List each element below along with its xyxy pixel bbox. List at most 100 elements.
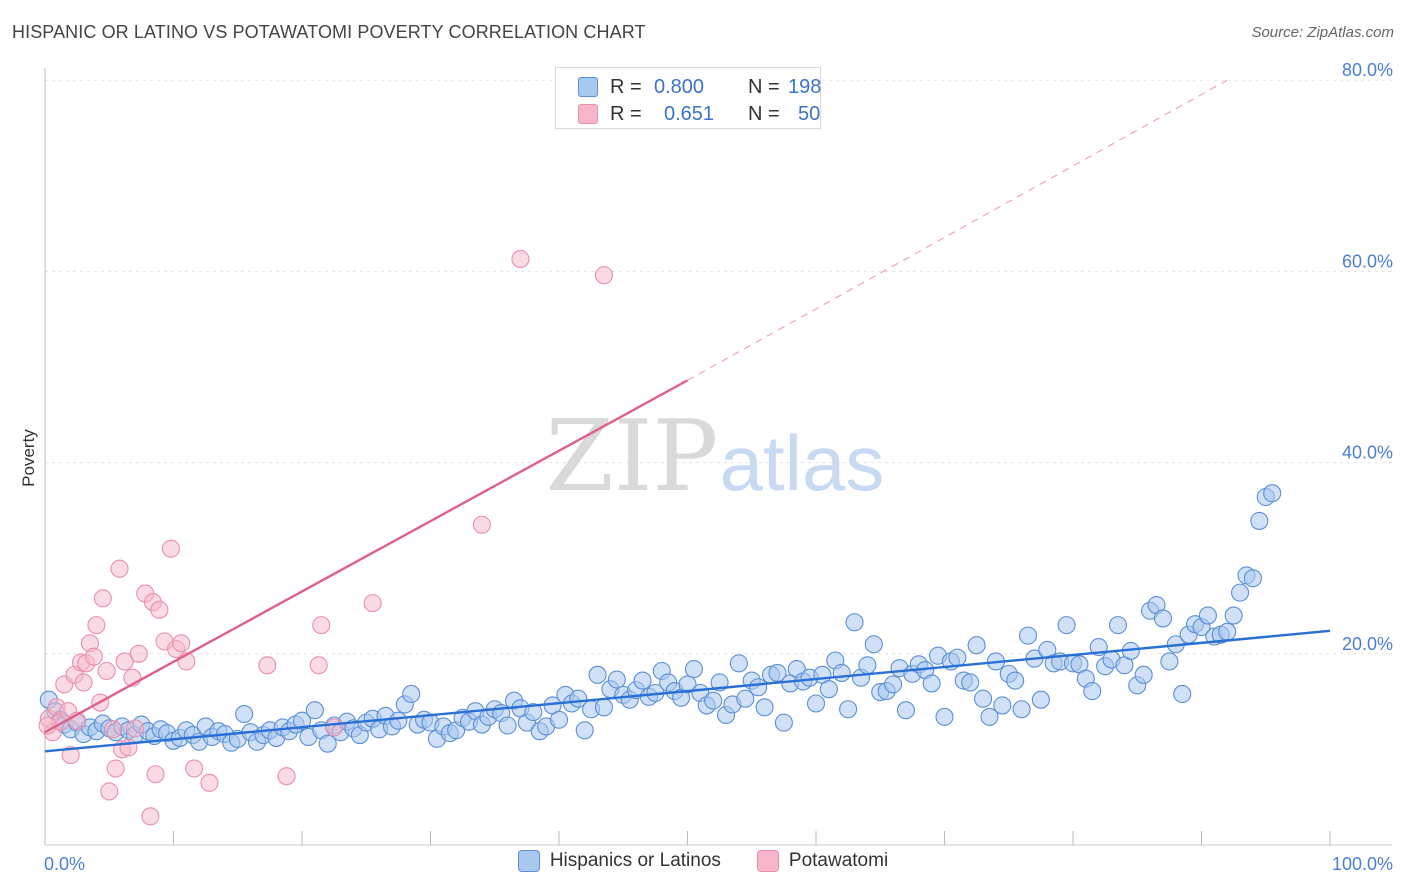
data-point-potawatomi (100, 782, 119, 801)
data-point-hispanics (1198, 606, 1217, 625)
y-tick-label: 40.0% (1342, 443, 1393, 463)
series-hispanics-points (39, 484, 1282, 753)
data-point-hispanics (806, 694, 826, 713)
data-point-hispanics (305, 701, 324, 720)
legend-r-label: R = (610, 102, 642, 125)
data-point-potawatomi (511, 249, 530, 269)
data-point-hispanics (588, 665, 607, 684)
data-point-potawatomi (104, 720, 123, 739)
legend-label-hispanics: Hispanics or Latinos (549, 850, 721, 871)
data-point-hispanics (1224, 606, 1243, 625)
data-point-hispanics (1243, 569, 1262, 588)
data-point-hispanics (1250, 511, 1269, 530)
data-point-hispanics (922, 674, 941, 693)
data-point-hispanics (1218, 622, 1237, 641)
data-point-potawatomi (161, 539, 180, 558)
data-point-hispanics (1173, 684, 1192, 704)
legend-r-value: 0.800 (654, 75, 705, 98)
data-point-hispanics (858, 656, 877, 675)
legend-n-label: N = (748, 102, 780, 125)
data-point-hispanics (292, 711, 312, 730)
trend-line-potawatomi (44, 379, 689, 734)
data-point-hispanics (1006, 671, 1025, 690)
y-tick-label: 20.0% (1342, 634, 1393, 654)
data-point-potawatomi (150, 600, 169, 619)
data-point-hispanics (569, 689, 588, 708)
data-point-hispanics (845, 613, 864, 632)
data-point-potawatomi (309, 656, 328, 675)
data-point-potawatomi (258, 656, 277, 675)
data-point-hispanics (832, 663, 851, 682)
data-point-hispanics (549, 710, 569, 729)
data-point-hispanics (1108, 616, 1128, 635)
watermark: ZIP atlas (546, 400, 885, 514)
watermark-zip: ZIP (546, 400, 719, 514)
legend-item-potawatomi[interactable]: Potawatomi (756, 850, 889, 872)
source-credit: Source: ZipAtlas.com (1251, 24, 1394, 41)
data-point-hispanics (980, 707, 999, 726)
y-tick-label: 60.0% (1342, 251, 1393, 271)
data-point-potawatomi (141, 807, 160, 826)
data-point-potawatomi (106, 759, 125, 778)
data-point-hispanics (774, 713, 793, 732)
data-point-hispanics (819, 680, 838, 699)
data-point-potawatomi (472, 515, 491, 534)
data-point-hispanics (729, 654, 748, 673)
legend-swatch-pink (578, 104, 598, 124)
data-point-hispanics (633, 671, 652, 690)
series-potawatomi-points (38, 249, 614, 826)
trend-line-hispanics (44, 629, 1331, 753)
legend-r-label: R = (610, 75, 642, 98)
data-point-potawatomi (125, 719, 144, 738)
data-point-hispanics (736, 689, 755, 708)
trend-lines (44, 79, 1331, 753)
data-point-potawatomi (87, 616, 106, 635)
data-point-hispanics (498, 716, 517, 735)
data-point-potawatomi (61, 746, 80, 765)
data-point-hispanics (1083, 682, 1102, 701)
data-point-hispanics (318, 734, 337, 753)
data-point-potawatomi (312, 616, 331, 635)
data-point-hispanics (973, 689, 993, 708)
data-point-hispanics (768, 663, 787, 682)
data-point-hispanics (1153, 609, 1172, 628)
data-point-hispanics (524, 703, 543, 722)
data-point-potawatomi (97, 661, 116, 681)
data-point-potawatomi (146, 765, 165, 784)
data-point-hispanics (607, 670, 626, 689)
data-point-potawatomi (84, 647, 103, 666)
watermark-atlas: atlas (720, 419, 885, 507)
y-tick-label: 80.0% (1342, 60, 1393, 80)
legend-label-potawatomi: Potawatomi (788, 850, 889, 871)
data-point-hispanics (993, 696, 1012, 715)
y-axis-label: Poverty (19, 429, 38, 487)
data-point-hispanics (704, 691, 723, 710)
data-point-hispanics (402, 684, 421, 704)
data-point-hispanics (967, 636, 986, 655)
data-point-hispanics (896, 701, 916, 720)
data-point-potawatomi (129, 644, 148, 663)
legend-item-hispanics[interactable]: Hispanics or Latinos (517, 850, 721, 872)
legend-r-value: 0.651 (664, 102, 715, 125)
chart-title: HISPANIC OR LATINO VS POTAWATOMI POVERTY… (12, 22, 646, 42)
data-point-hispanics (1231, 583, 1250, 602)
data-point-potawatomi (325, 718, 344, 737)
data-point-hispanics (235, 704, 254, 724)
data-point-hispanics (948, 648, 967, 667)
data-point-hispanics (755, 698, 774, 717)
series-legend: Hispanics or Latinos Potawatomi (0, 850, 1406, 872)
data-point-potawatomi (363, 594, 382, 613)
legend-row-hispanics: R = 0.800 N = 198 (578, 73, 821, 101)
tick-labels: 20.0% 40.0% 60.0% 80.0% 0.0% 100.0% (44, 60, 1393, 874)
data-point-hispanics (678, 675, 697, 694)
data-point-hispanics (1134, 665, 1153, 684)
data-point-hispanics (1160, 652, 1179, 671)
legend-swatch-pink (756, 850, 779, 872)
data-point-hispanics (935, 707, 954, 726)
data-point-potawatomi (110, 559, 129, 578)
data-point-hispanics (575, 721, 594, 740)
legend-n-label: N = (748, 75, 780, 98)
data-point-hispanics (749, 678, 768, 697)
data-point-potawatomi (277, 767, 296, 786)
